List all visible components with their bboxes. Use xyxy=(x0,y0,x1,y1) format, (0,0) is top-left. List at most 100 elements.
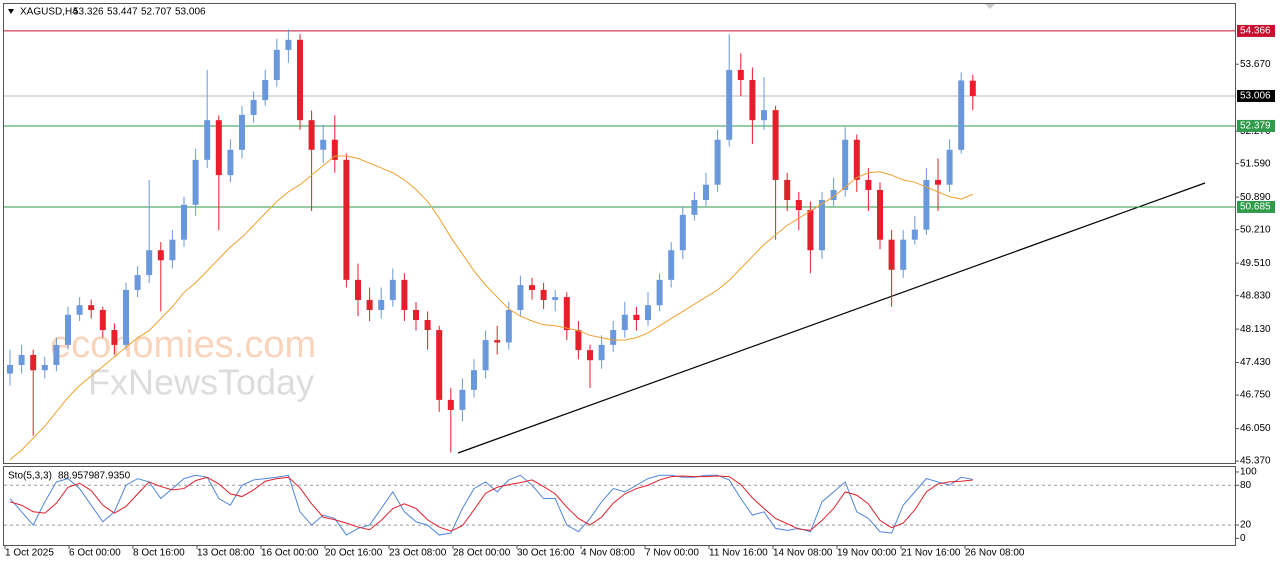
candle-body xyxy=(668,250,675,280)
candle-body xyxy=(471,370,477,390)
candle-body xyxy=(772,110,779,180)
candle-body xyxy=(355,279,361,300)
x-tick-label: 13 Oct 08:00 xyxy=(197,548,255,559)
x-tick-label: 14 Nov 08:00 xyxy=(773,548,833,559)
level-label-bg xyxy=(1237,200,1275,213)
candle-body xyxy=(413,309,419,321)
candle-body xyxy=(656,279,663,306)
candle-body xyxy=(482,340,489,371)
y-tick-label: 20 xyxy=(1240,520,1252,531)
level-label: 53.006 xyxy=(1240,91,1271,102)
candle-body xyxy=(819,200,825,251)
level-label: 50.685 xyxy=(1240,202,1271,213)
x-tick-label: 7 Nov 00:00 xyxy=(645,548,699,559)
y-tick-label: 49.510 xyxy=(1240,258,1271,269)
header-value: 53.326 xyxy=(73,7,104,18)
candle-body xyxy=(401,279,408,310)
menu-arrow xyxy=(8,9,14,14)
candle-body xyxy=(761,110,767,121)
candle-body xyxy=(795,200,802,211)
candle-body xyxy=(737,69,744,80)
level-label-bg xyxy=(1237,24,1275,37)
candle-body xyxy=(853,139,860,180)
candle-body xyxy=(540,289,547,300)
stoch-title: Sto(5,3,3) xyxy=(8,471,52,482)
y-tick-label: 50.890 xyxy=(1240,192,1271,203)
x-tick-label: 16 Oct 00:00 xyxy=(261,548,319,559)
shift-marker xyxy=(985,4,995,9)
candle-body xyxy=(529,285,535,290)
x-tick-label: 19 Nov 00:00 xyxy=(837,548,897,559)
level-label: 54.366 xyxy=(1240,26,1271,37)
candle-body xyxy=(807,210,814,251)
y-tick-label: 46.750 xyxy=(1240,390,1271,401)
watermark: economies.com xyxy=(50,324,316,366)
x-tick-label: 4 Nov 08:00 xyxy=(581,548,635,559)
candle-body xyxy=(494,340,501,343)
level-label-bg xyxy=(1237,119,1275,132)
symbol: XAGUSD,H4 xyxy=(20,7,78,18)
candle-body xyxy=(76,305,83,315)
y-tick-label: 46.050 xyxy=(1240,423,1271,434)
y-tick-label: 50.210 xyxy=(1240,224,1271,235)
candle-body xyxy=(320,139,327,150)
candle-body xyxy=(958,80,965,150)
candle-body xyxy=(343,159,350,280)
candle-body xyxy=(250,100,257,115)
candle-body xyxy=(679,214,686,251)
x-tick-label: 6 Oct 00:00 xyxy=(69,548,121,559)
y-tick-label: 48.130 xyxy=(1240,324,1271,335)
candle-body xyxy=(273,49,280,80)
candle-body xyxy=(749,79,756,121)
x-tick-label: 1 Oct 2025 xyxy=(5,548,54,559)
candle-body xyxy=(169,239,176,261)
candle-body xyxy=(227,149,234,176)
candle-body xyxy=(621,314,628,331)
candle-body xyxy=(192,159,199,205)
candle-body xyxy=(88,305,95,310)
x-tick-label: 21 Nov 16:00 xyxy=(901,548,961,559)
y-tick-label: 47.430 xyxy=(1240,357,1271,368)
candle-body xyxy=(7,364,13,374)
candle-body xyxy=(18,354,25,365)
header-value: 53.447 xyxy=(107,7,138,18)
y-tick-label: 51.590 xyxy=(1240,158,1271,169)
x-tick-label: 23 Oct 08:00 xyxy=(389,548,447,559)
y-tick-label: 45.370 xyxy=(1240,456,1271,467)
candle-body xyxy=(598,344,605,361)
y-tick-label: 80 xyxy=(1240,480,1252,491)
stoch-line xyxy=(9,474,973,536)
candle-body xyxy=(784,179,791,201)
candle-body xyxy=(610,330,617,345)
candle-body xyxy=(366,299,373,310)
header-value: 53.006 xyxy=(175,7,206,18)
stoch-pane xyxy=(3,466,1236,546)
candle-body xyxy=(575,330,582,351)
candle-body xyxy=(157,250,164,261)
candle-body xyxy=(888,239,895,270)
candle-body xyxy=(714,139,721,185)
candle-body xyxy=(204,120,211,160)
candle-body xyxy=(436,330,443,400)
candle-body xyxy=(215,120,222,176)
candle-body xyxy=(517,285,524,310)
candle-body xyxy=(911,229,918,240)
candle-body xyxy=(41,364,48,371)
candle-body xyxy=(146,250,153,276)
x-tick-label: 8 Oct 16:00 xyxy=(133,548,185,559)
candle-body xyxy=(900,239,907,270)
candle-body xyxy=(447,399,454,410)
candle-body xyxy=(181,204,187,240)
y-tick-label: 100 xyxy=(1240,467,1257,478)
candle-body xyxy=(65,314,71,345)
x-tick-label: 26 Nov 08:00 xyxy=(965,548,1025,559)
candle-body xyxy=(285,39,292,50)
candle-body xyxy=(297,39,303,121)
x-tick-label: 11 Nov 16:00 xyxy=(709,548,768,559)
candle-body xyxy=(645,305,651,321)
x-tick-label: 20 Oct 16:00 xyxy=(325,548,383,559)
trendline xyxy=(457,182,1206,454)
